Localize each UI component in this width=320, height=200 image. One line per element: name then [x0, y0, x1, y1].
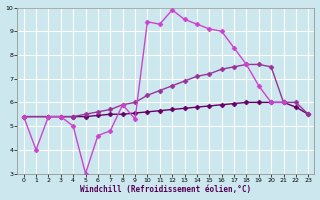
X-axis label: Windchill (Refroidissement éolien,°C): Windchill (Refroidissement éolien,°C)	[80, 185, 252, 194]
